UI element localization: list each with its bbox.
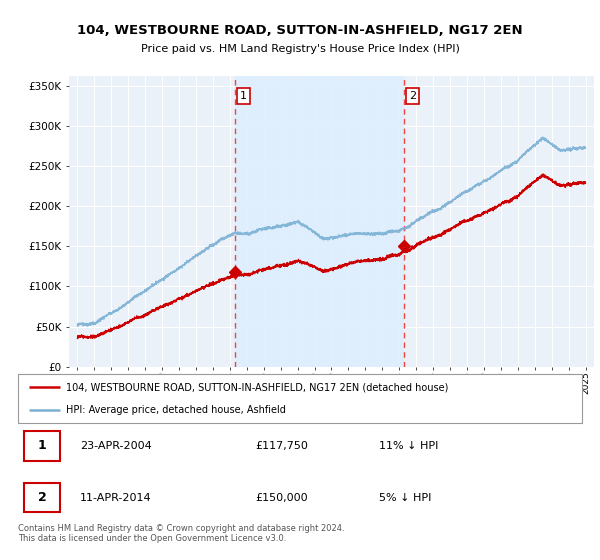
Bar (23, 431, 61, 461)
Text: 2: 2 (38, 491, 46, 504)
Text: 1: 1 (240, 91, 247, 101)
Text: HPI: Average price, detached house, Ashfield: HPI: Average price, detached house, Ashf… (66, 405, 286, 416)
Text: 11-APR-2014: 11-APR-2014 (80, 493, 152, 503)
Text: 2: 2 (409, 91, 416, 101)
Text: Price paid vs. HM Land Registry's House Price Index (HPI): Price paid vs. HM Land Registry's House … (140, 44, 460, 54)
Text: £117,750: £117,750 (255, 441, 308, 451)
Text: Contains HM Land Registry data © Crown copyright and database right 2024.
This d: Contains HM Land Registry data © Crown c… (18, 524, 344, 543)
Text: 104, WESTBOURNE ROAD, SUTTON-IN-ASHFIELD, NG17 2EN: 104, WESTBOURNE ROAD, SUTTON-IN-ASHFIELD… (77, 24, 523, 38)
Text: 104, WESTBOURNE ROAD, SUTTON-IN-ASHFIELD, NG17 2EN (detached house): 104, WESTBOURNE ROAD, SUTTON-IN-ASHFIELD… (66, 382, 448, 393)
Bar (23, 483, 61, 512)
Bar (235, 76, 404, 367)
Text: 1: 1 (38, 440, 46, 452)
Text: 23-APR-2004: 23-APR-2004 (80, 441, 152, 451)
Text: 5% ↓ HPI: 5% ↓ HPI (379, 493, 431, 503)
FancyBboxPatch shape (18, 374, 582, 423)
Text: £150,000: £150,000 (255, 493, 308, 503)
Text: 11% ↓ HPI: 11% ↓ HPI (379, 441, 439, 451)
